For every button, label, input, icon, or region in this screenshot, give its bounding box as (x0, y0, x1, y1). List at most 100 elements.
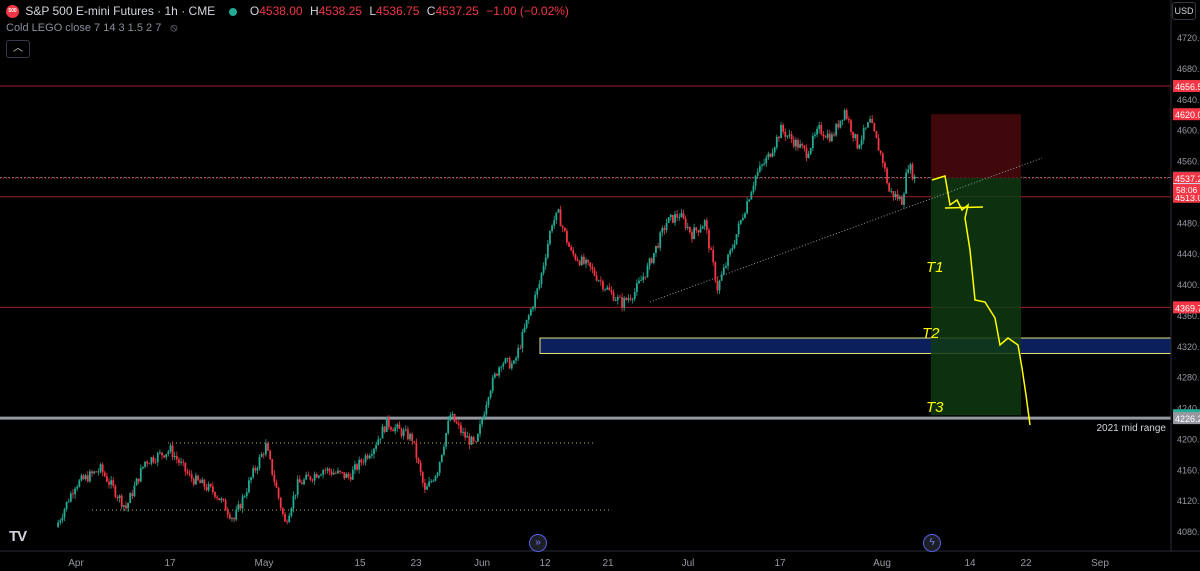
candle-body (207, 484, 210, 491)
candle-body (275, 482, 278, 488)
candle-body (320, 474, 322, 476)
candle-body (462, 431, 464, 433)
candle-body (324, 470, 327, 471)
candle-body (455, 421, 458, 424)
candle-body (129, 493, 132, 504)
candle-body (718, 280, 721, 291)
candle-body (540, 272, 543, 284)
candle-body (203, 479, 206, 488)
candle-body (629, 298, 632, 300)
candle-body (873, 123, 876, 132)
candle-body (273, 474, 276, 483)
candle-body (818, 124, 821, 129)
candle-body (379, 438, 382, 440)
candle-body (190, 474, 193, 479)
candle-body (559, 209, 562, 227)
candle-body (277, 487, 280, 498)
candle-body (650, 258, 653, 263)
candle-body (228, 514, 231, 519)
candle-body (748, 199, 751, 202)
candle-body (366, 455, 369, 459)
candle-body (67, 501, 70, 503)
candle-body (665, 223, 668, 231)
candle-body (712, 249, 715, 263)
candle-body (370, 454, 373, 456)
price-tick-label: 4440.00 (1177, 249, 1200, 259)
candle-body (262, 453, 265, 455)
currency-button[interactable]: USD (1172, 2, 1196, 20)
candle-body (638, 280, 640, 284)
candle-body (627, 298, 630, 300)
candle-body (546, 243, 549, 258)
candle-body (811, 135, 814, 149)
candle-body (595, 275, 598, 281)
candle-body (464, 431, 467, 438)
candle-body (243, 496, 246, 497)
candle-body (557, 209, 560, 213)
candle-body (881, 153, 884, 163)
symbol-header[interactable]: 500 S&P 500 E-mini Futures · 1h · CME O4… (6, 4, 573, 19)
candle-body (127, 503, 129, 509)
candle-body (84, 475, 87, 480)
candle-body (746, 201, 749, 214)
candle-body (699, 228, 702, 233)
candle-body (288, 515, 291, 523)
symbol-title[interactable]: S&P 500 E-mini Futures · 1h · CME (25, 4, 216, 18)
eye-crossed-icon[interactable]: ⦸ (170, 22, 178, 34)
target-label: T3 (926, 399, 944, 416)
candle-body (850, 120, 852, 132)
chevron-up-icon[interactable]: ︿ (6, 40, 30, 58)
candle-body (572, 250, 575, 255)
candle-body (549, 231, 551, 244)
exchange-logo: 500 (6, 5, 19, 19)
candle-body (214, 492, 216, 497)
candle-body (678, 217, 681, 218)
candle-body (148, 463, 151, 465)
stop-loss-zone (931, 114, 1021, 179)
candle-body (358, 459, 361, 470)
price-label-tag (1173, 108, 1200, 121)
candle-body (580, 256, 583, 266)
candle-body (686, 226, 689, 228)
candle-body (826, 133, 829, 138)
candle-body (737, 223, 740, 235)
candle-body (725, 265, 727, 268)
time-tick-label: 23 (410, 558, 422, 569)
candle-body (481, 419, 484, 425)
candle-body (589, 262, 592, 267)
price-tick-label: 4120.00 (1177, 496, 1200, 506)
candle-body (78, 480, 81, 487)
candle-body (373, 448, 375, 455)
candle-body (544, 257, 547, 266)
candle-body (877, 138, 880, 151)
price-tick-label: 4280.00 (1177, 373, 1200, 383)
price-tick-label: 4680.00 (1177, 64, 1200, 74)
low-value: 4536.75 (376, 4, 420, 18)
candle-body (570, 246, 573, 251)
candle-body (614, 300, 617, 301)
candle-body (716, 280, 719, 291)
candle-body (178, 459, 180, 463)
candle-body (271, 459, 274, 475)
event-marker-icon[interactable]: ϟ (923, 534, 941, 552)
candle-body (538, 283, 541, 289)
candle-body (513, 360, 515, 364)
indicator-legend[interactable]: Cold LEGO close 7 14 3 1.5 2 7 ⦸ (6, 22, 178, 35)
event-marker-icon[interactable]: » (529, 534, 547, 552)
candle-body (419, 462, 422, 473)
close-value: 4537.25 (435, 4, 479, 18)
candle-body (635, 283, 638, 292)
candle-body (680, 213, 683, 218)
candle-body (101, 464, 104, 473)
candle-body (792, 139, 795, 147)
candle-body (574, 254, 577, 260)
candle-body (296, 479, 299, 495)
candle-body (644, 276, 647, 278)
candle-body (231, 518, 233, 519)
candle-body (489, 391, 492, 398)
candle-body (381, 426, 384, 439)
candle-body (741, 217, 744, 221)
candle-body (896, 193, 899, 200)
candle-body (794, 139, 797, 147)
